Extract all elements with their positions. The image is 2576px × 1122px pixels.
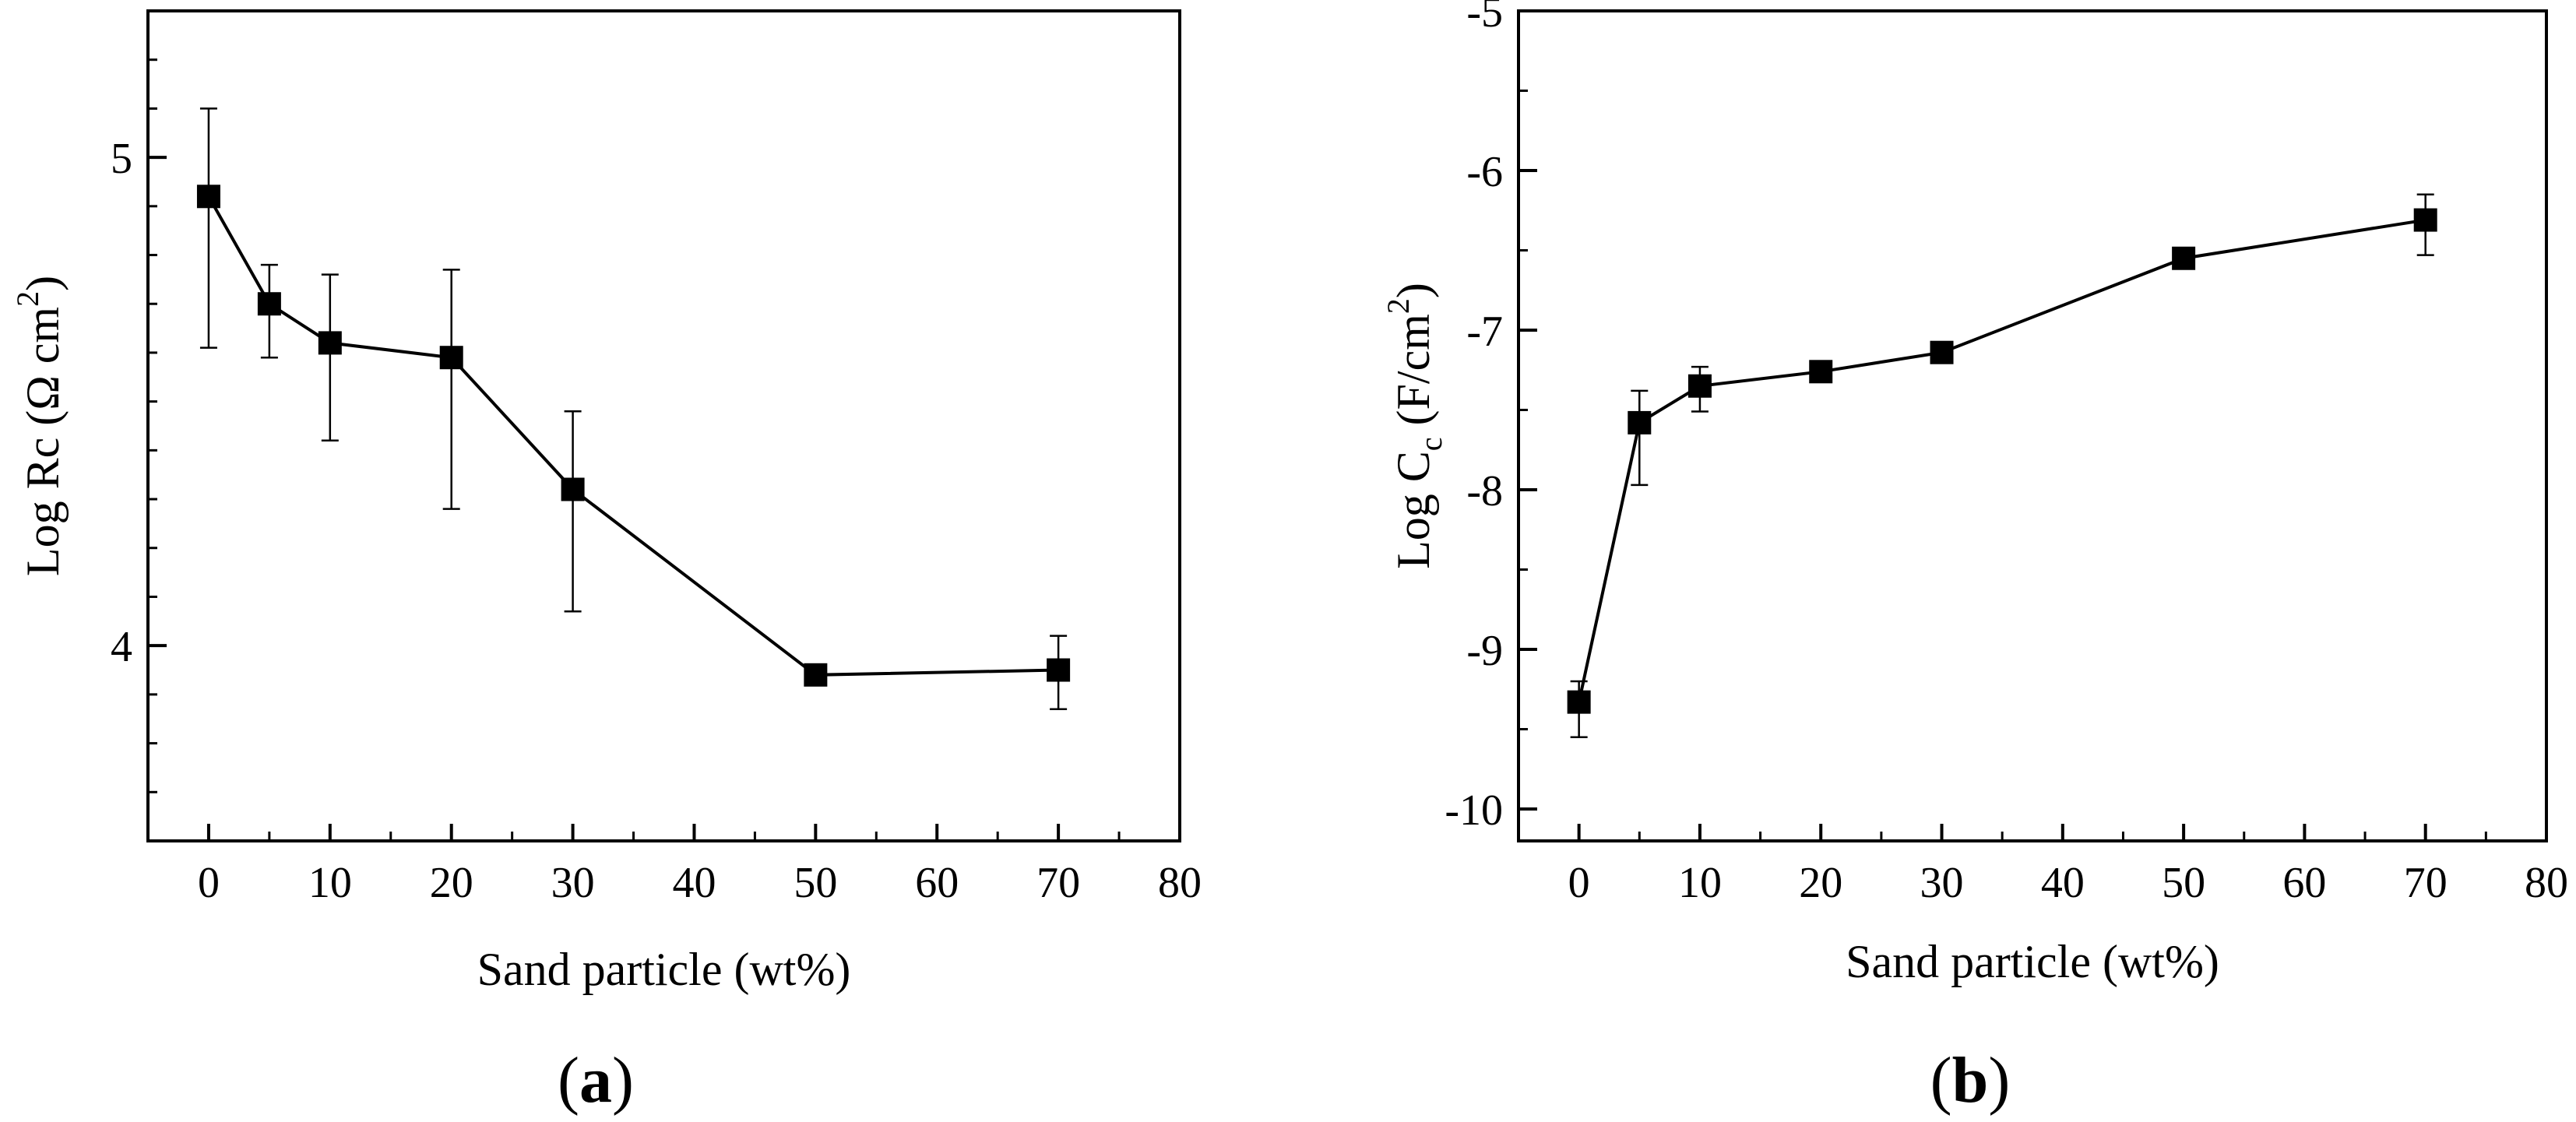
panel-b-y-tick-label: -5	[1466, 0, 1503, 37]
panel-b-series-line	[1577, 218, 2426, 703]
panel-b-y-tick-label: -7	[1466, 308, 1503, 356]
panel-a-x-tick-label: 20	[430, 859, 473, 907]
panel-a-label: (a)	[558, 1044, 634, 1117]
panel-a-x-tick-label: 60	[915, 859, 959, 907]
panel-a-x-tick-label: 70	[1036, 859, 1080, 907]
panel-b-y-tick-label: -6	[1466, 148, 1503, 196]
panel-a-y-tick-label: 5	[111, 135, 132, 183]
panel-a-x-tick-label: 0	[198, 859, 220, 907]
panel-b-y-axis-label: Log Cc (F/cm2)	[1381, 283, 1448, 569]
panel-a-x-tick-label: 30	[551, 859, 595, 907]
panel-b-x-tick-label: 70	[2404, 859, 2448, 907]
panel-a-y-tick-label: 4	[111, 623, 132, 671]
panel-b-label: (b)	[1930, 1044, 2011, 1117]
panel-b-y-tick-label: -10	[1445, 786, 1503, 835]
panel-b-x-tick-label: 80	[2525, 859, 2568, 907]
panel-a-data-point	[561, 477, 585, 501]
panel-b-chart: 0 10 20 30 40 50 60 70 80 -10 -9 -8 -7 -6 -5 Sand parti…	[1381, 0, 2568, 1117]
panel-a-x-axis-label: Sand particle (wt%)	[477, 944, 851, 995]
panel-b-data-point	[1567, 690, 1591, 714]
panel-b-x-tick-label: 10	[1678, 859, 1722, 907]
panel-a-x-tick-label: 10	[308, 859, 352, 907]
panel-b-x-tick-label: 30	[1920, 859, 1964, 907]
panel-a-data-point	[318, 331, 342, 355]
panel-a-data-point	[257, 292, 281, 316]
panel-b-data-point	[2413, 208, 2437, 232]
panel-a-series-line	[207, 195, 1059, 677]
panel-b-data-point	[2172, 246, 2196, 270]
panel-b-y-tick-label: -8	[1466, 467, 1503, 515]
panel-a-data-point	[804, 663, 828, 687]
panel-b-plot-frame	[1517, 9, 2548, 842]
panel-a-chart: 0 10 20 30 40 50 60 70 80 4 5 Sand particle (wt%) Lo…	[10, 9, 1202, 1117]
panel-b-x-tick-label: 50	[2162, 859, 2205, 907]
panel-a-data-point	[439, 346, 463, 370]
panel-b-x-axis-label: Sand particle (wt%)	[1846, 936, 2219, 987]
panel-b-data-point	[1628, 410, 1652, 434]
panel-b-y-tick-label: -9	[1466, 627, 1503, 675]
panel-a-y-axis-label: Log Rc (Ω cm2)	[10, 276, 69, 576]
panel-a-data-point	[1047, 658, 1071, 682]
panel-b-x-tick-label: 40	[2041, 859, 2085, 907]
panel-a-data-point	[196, 185, 220, 209]
panel-b-data-point	[1930, 340, 1954, 364]
panel-b-data-point	[1687, 374, 1712, 398]
panel-a-x-tick-label: 80	[1158, 859, 1202, 907]
panel-a-x-tick-label: 40	[672, 859, 716, 907]
panel-b-data-point	[1809, 360, 1833, 384]
panel-a-plot-frame	[146, 9, 1181, 842]
panel-b-x-tick-label: 60	[2282, 859, 2326, 907]
panel-a-x-tick-label: 50	[794, 859, 837, 907]
panel-b-x-tick-label: 20	[1799, 859, 1842, 907]
panel-b-x-tick-label: 0	[1568, 859, 1590, 907]
